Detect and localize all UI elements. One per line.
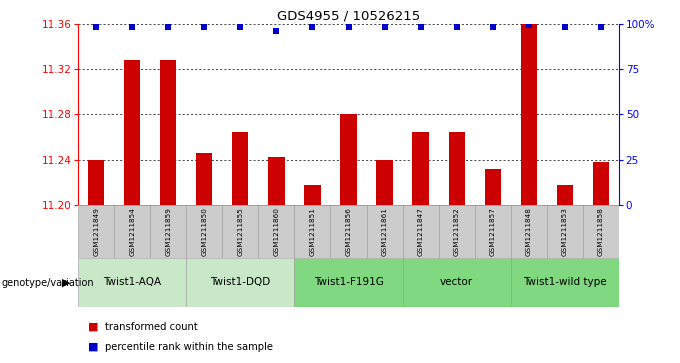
Bar — [413, 132, 428, 205]
Bar — [186, 258, 294, 307]
Text: GSM1211847: GSM1211847 — [418, 207, 424, 256]
Text: GSM1211855: GSM1211855 — [237, 207, 243, 256]
Bar — [78, 205, 114, 258]
Bar — [222, 205, 258, 258]
Bar — [294, 205, 330, 258]
Text: vector: vector — [440, 277, 473, 287]
Bar — [186, 205, 222, 258]
Point — [379, 24, 390, 30]
Text: GSM1211848: GSM1211848 — [526, 207, 532, 256]
Point — [126, 24, 137, 30]
Point — [199, 24, 209, 30]
Bar — [557, 185, 573, 205]
Bar — [341, 114, 356, 205]
Text: Twist1-F191G: Twist1-F191G — [313, 277, 384, 287]
Text: GSM1211861: GSM1211861 — [381, 207, 388, 256]
Bar — [439, 205, 475, 258]
Bar — [160, 60, 176, 205]
Bar — [88, 160, 104, 205]
Text: Twist1-AQA: Twist1-AQA — [103, 277, 161, 287]
Text: GSM1211857: GSM1211857 — [490, 207, 496, 256]
Bar — [330, 205, 367, 258]
Point — [235, 24, 246, 30]
Bar — [583, 205, 619, 258]
Bar — [377, 160, 392, 205]
Text: GSM1211860: GSM1211860 — [273, 207, 279, 256]
Text: GSM1211856: GSM1211856 — [345, 207, 352, 256]
Point — [90, 24, 102, 30]
Text: transformed count: transformed count — [105, 322, 198, 332]
Text: GSM1211852: GSM1211852 — [454, 207, 460, 256]
Point — [596, 24, 607, 30]
Point — [343, 24, 354, 30]
Point — [307, 24, 318, 30]
Point — [524, 23, 534, 28]
Bar — [475, 205, 511, 258]
Text: Twist1-wild type: Twist1-wild type — [523, 277, 607, 287]
Text: percentile rank within the sample: percentile rank within the sample — [105, 342, 273, 352]
Bar — [485, 169, 500, 205]
Bar — [511, 205, 547, 258]
Bar — [197, 153, 212, 205]
Bar — [547, 205, 583, 258]
Text: GSM1211853: GSM1211853 — [562, 207, 568, 256]
Point — [271, 28, 282, 34]
Bar — [78, 258, 186, 307]
Bar — [511, 258, 619, 307]
Text: ▶: ▶ — [62, 278, 70, 288]
Bar — [294, 258, 403, 307]
Point — [163, 24, 174, 30]
Text: GSM1211858: GSM1211858 — [598, 207, 604, 256]
Text: ■: ■ — [88, 322, 99, 332]
Bar — [521, 24, 537, 205]
Bar — [269, 158, 284, 205]
Bar — [258, 205, 294, 258]
Title: GDS4955 / 10526215: GDS4955 / 10526215 — [277, 9, 420, 23]
Text: GSM1211854: GSM1211854 — [129, 207, 135, 256]
Point — [452, 24, 462, 30]
Bar — [124, 60, 140, 205]
Bar — [114, 205, 150, 258]
Bar — [403, 258, 511, 307]
Text: GSM1211859: GSM1211859 — [165, 207, 171, 256]
Text: GSM1211849: GSM1211849 — [93, 207, 99, 256]
Bar — [449, 132, 464, 205]
Text: GSM1211850: GSM1211850 — [201, 207, 207, 256]
Text: genotype/variation: genotype/variation — [1, 278, 94, 288]
Point — [559, 24, 570, 30]
Point — [487, 24, 498, 30]
Bar — [233, 132, 248, 205]
Text: GSM1211851: GSM1211851 — [309, 207, 316, 256]
Bar — [305, 185, 320, 205]
Text: ■: ■ — [88, 342, 99, 352]
Bar — [150, 205, 186, 258]
Bar — [403, 205, 439, 258]
Text: Twist1-DQD: Twist1-DQD — [210, 277, 271, 287]
Bar — [367, 205, 403, 258]
Point — [415, 24, 426, 30]
Bar — [593, 162, 609, 205]
